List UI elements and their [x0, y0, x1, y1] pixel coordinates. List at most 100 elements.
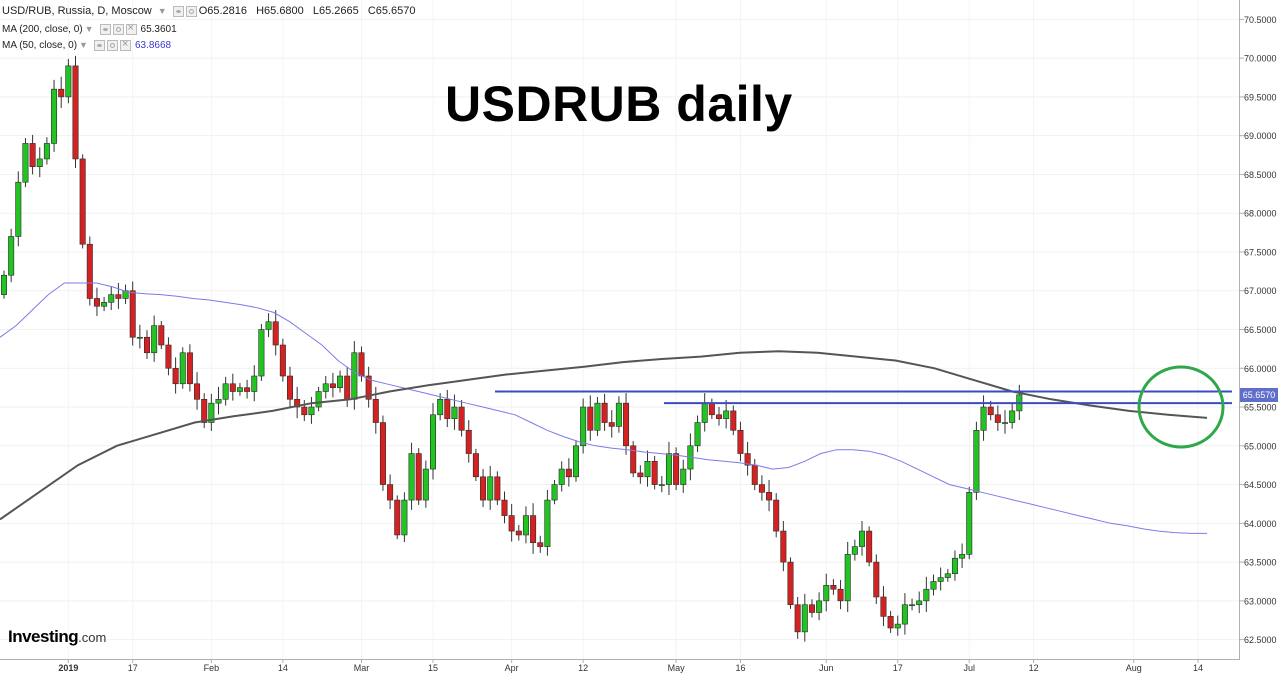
candle-down [780, 520, 787, 572]
candle-body [873, 561, 880, 598]
candle-up [322, 376, 329, 399]
investing-logo[interactable]: Investing.com [8, 627, 106, 647]
y-tick-label: 68.5000 [1244, 170, 1277, 180]
chart-title: USDRUB daily [445, 76, 793, 132]
candle-down [565, 458, 572, 487]
candle-up [665, 441, 672, 496]
candle-down [787, 557, 794, 609]
candle-down [830, 579, 837, 595]
candle-down [880, 586, 887, 627]
chevron-down-icon[interactable]: ▼ [157, 6, 167, 16]
candle-body [487, 476, 494, 501]
candle-up [1009, 403, 1016, 429]
candle-up [136, 324, 143, 349]
chevron-down-icon[interactable]: ▼ [79, 40, 88, 50]
candle-down [537, 535, 544, 553]
y-tick-label: 66.5000 [1244, 325, 1277, 335]
y-tick-label: 66.0000 [1244, 364, 1277, 374]
chevron-down-icon[interactable]: ▼ [84, 24, 94, 34]
candle-body [0, 274, 8, 295]
candle-body [379, 422, 386, 485]
x-tick-label: 12 [1029, 663, 1039, 673]
candle-up [65, 58, 72, 104]
candle-down [501, 491, 508, 524]
logo-domain: .com [78, 630, 107, 645]
candle-body [766, 492, 773, 501]
y-tick-label: 64.0000 [1244, 519, 1277, 529]
y-tick-label: 67.5000 [1244, 247, 1277, 257]
candle-up [215, 386, 222, 415]
candle-up [694, 415, 701, 453]
candle-down [630, 441, 637, 478]
candle-down [737, 421, 744, 462]
candle-body [308, 406, 315, 416]
candle-up [823, 573, 830, 612]
candle-down [344, 367, 351, 407]
candle-body [344, 375, 351, 400]
ma50-legend: MA (50, close, 0) ▼ 63.8668 [2, 38, 171, 52]
ma200-legend: MA (200, close, 0) ▼ 65.3601 [2, 22, 177, 36]
candle-down [994, 405, 1001, 431]
candle-body [15, 181, 22, 237]
y-tick-label: 68.0000 [1244, 209, 1277, 219]
candle-down [651, 455, 658, 490]
candle-body [86, 243, 93, 299]
candle-body [923, 588, 930, 602]
x-tick-label: Jul [963, 663, 975, 673]
candle-up [701, 393, 708, 432]
visibility-icon[interactable] [99, 23, 111, 35]
x-tick-label: 14 [278, 663, 288, 673]
candle-body [558, 468, 565, 485]
candle-body [401, 499, 408, 536]
candle-up [251, 365, 258, 402]
candle-up [15, 171, 22, 247]
candle-down [730, 405, 737, 436]
settings-icon[interactable] [106, 39, 118, 51]
candle-body [880, 596, 887, 617]
candle-body [808, 604, 815, 613]
low-value: L65.2665 [312, 5, 359, 17]
visibility-icon[interactable] [93, 39, 105, 51]
candle-body [694, 422, 701, 447]
candle-up [208, 393, 215, 431]
candle-body [408, 453, 415, 501]
candle-down [837, 579, 844, 610]
candle-body [730, 410, 737, 431]
high-value: H65.6800 [256, 5, 304, 17]
candle-up [959, 543, 966, 568]
candle-up [108, 286, 115, 311]
x-tick-label: 17 [128, 663, 138, 673]
visibility-icon[interactable] [172, 5, 184, 17]
candle-body [680, 468, 687, 485]
candle-body [951, 557, 958, 575]
candle-down [329, 372, 336, 398]
close-icon[interactable] [119, 38, 131, 51]
candle-body [551, 484, 558, 501]
candle-up [122, 284, 129, 305]
candle-up [0, 270, 8, 299]
candle-body [623, 402, 630, 447]
candle-body [251, 375, 258, 392]
candle-down [115, 282, 122, 309]
settings-icon[interactable] [185, 5, 197, 17]
logo-brand: Investing [8, 627, 79, 646]
close-value: C65.6570 [367, 5, 416, 17]
candle-down [186, 344, 193, 392]
candle-down [229, 373, 236, 401]
candle-body [615, 402, 622, 427]
candle-body [136, 336, 143, 339]
candle-up [901, 593, 908, 635]
settings-icon[interactable] [112, 23, 124, 35]
candle-body [43, 143, 50, 160]
candle-up [580, 398, 587, 454]
candle-up [551, 479, 558, 505]
candle-body [537, 542, 544, 547]
symbol-label: USD/RUB, Russia, D, Moscow [2, 5, 152, 17]
candle-up [644, 450, 651, 487]
close-icon[interactable] [125, 22, 137, 35]
candle-body [272, 321, 279, 346]
candle-body [508, 515, 515, 532]
candle-up [51, 79, 58, 152]
candle-down [708, 398, 715, 419]
